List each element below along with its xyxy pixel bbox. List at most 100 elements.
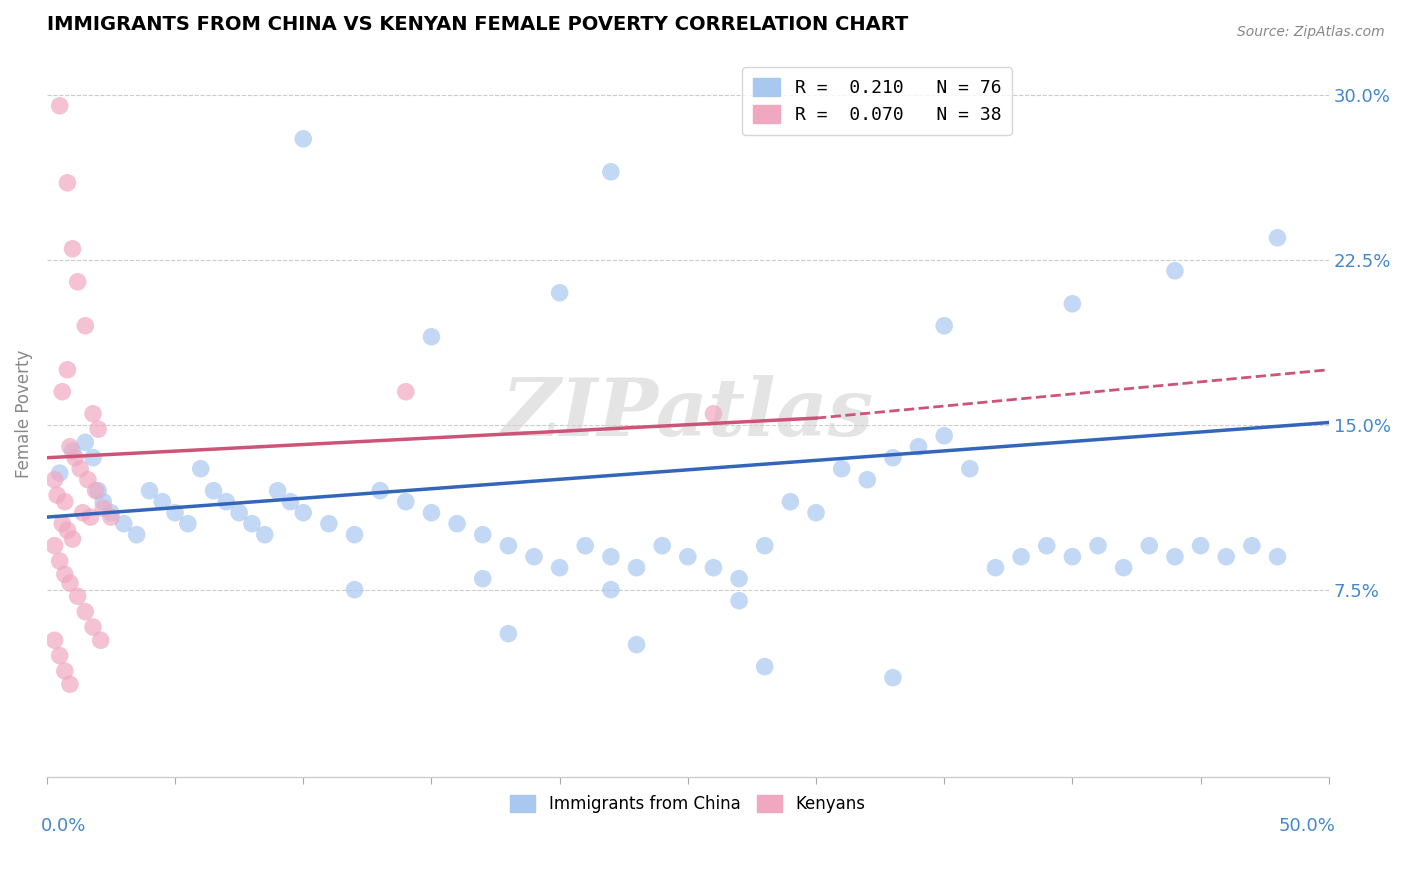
Point — [676, 549, 699, 564]
Point — [66, 275, 89, 289]
Point — [62, 444, 84, 458]
Point — [471, 572, 494, 586]
Point — [600, 582, 623, 597]
Point — [44, 633, 66, 648]
Point — [754, 659, 776, 673]
Point — [56, 363, 79, 377]
Point — [72, 506, 94, 520]
Point — [1112, 560, 1135, 574]
Point — [48, 466, 70, 480]
Point — [395, 494, 418, 508]
Point — [728, 593, 751, 607]
Point — [87, 483, 110, 498]
Point — [253, 527, 276, 541]
Point — [1062, 297, 1084, 311]
Point — [100, 506, 122, 520]
Point — [600, 165, 623, 179]
Point — [779, 494, 801, 508]
Point — [90, 633, 112, 648]
Point — [53, 494, 76, 508]
Point — [82, 407, 104, 421]
Point — [1062, 549, 1084, 564]
Point — [48, 648, 70, 663]
Point — [446, 516, 468, 531]
Point — [51, 516, 73, 531]
Point — [420, 506, 443, 520]
Point — [228, 506, 250, 520]
Point — [1267, 549, 1289, 564]
Point — [125, 527, 148, 541]
Point — [498, 626, 520, 640]
Point — [1010, 549, 1032, 564]
Point — [44, 539, 66, 553]
Text: IMMIGRANTS FROM CHINA VS KENYAN FEMALE POVERTY CORRELATION CHART: IMMIGRANTS FROM CHINA VS KENYAN FEMALE P… — [46, 15, 908, 34]
Point — [53, 567, 76, 582]
Point — [318, 516, 340, 531]
Point — [548, 560, 571, 574]
Point — [1164, 549, 1187, 564]
Point — [907, 440, 929, 454]
Point — [1164, 264, 1187, 278]
Point — [471, 527, 494, 541]
Point — [82, 620, 104, 634]
Point — [292, 132, 315, 146]
Point — [165, 506, 187, 520]
Point — [62, 242, 84, 256]
Point — [53, 664, 76, 678]
Point — [1189, 539, 1212, 553]
Point — [112, 516, 135, 531]
Point — [215, 494, 238, 508]
Point — [882, 671, 904, 685]
Point — [702, 560, 724, 574]
Point — [856, 473, 879, 487]
Point — [48, 99, 70, 113]
Point — [87, 422, 110, 436]
Point — [266, 483, 288, 498]
Point — [728, 572, 751, 586]
Point — [75, 605, 97, 619]
Point — [48, 554, 70, 568]
Text: Source: ZipAtlas.com: Source: ZipAtlas.com — [1237, 25, 1385, 39]
Point — [523, 549, 546, 564]
Point — [46, 488, 69, 502]
Point — [63, 450, 86, 465]
Point — [91, 494, 114, 508]
Point — [548, 285, 571, 300]
Point — [1087, 539, 1109, 553]
Point — [343, 582, 366, 597]
Point — [91, 501, 114, 516]
Point — [138, 483, 160, 498]
Y-axis label: Female Poverty: Female Poverty — [15, 350, 32, 478]
Point — [934, 318, 956, 333]
Point — [804, 506, 827, 520]
Point — [190, 461, 212, 475]
Point — [177, 516, 200, 531]
Point — [600, 549, 623, 564]
Point — [77, 473, 100, 487]
Point — [59, 677, 82, 691]
Point — [79, 510, 101, 524]
Legend: Immigrants from China, Kenyans: Immigrants from China, Kenyans — [501, 785, 876, 822]
Point — [1215, 549, 1237, 564]
Point — [82, 450, 104, 465]
Point — [831, 461, 853, 475]
Point — [44, 473, 66, 487]
Point — [395, 384, 418, 399]
Point — [100, 510, 122, 524]
Text: ZIPatlas: ZIPatlas — [502, 375, 875, 452]
Point — [1035, 539, 1057, 553]
Point — [84, 483, 107, 498]
Point — [75, 435, 97, 450]
Point — [882, 450, 904, 465]
Point — [754, 539, 776, 553]
Point — [959, 461, 981, 475]
Point — [66, 589, 89, 603]
Point — [69, 461, 91, 475]
Point — [1267, 231, 1289, 245]
Point — [62, 532, 84, 546]
Point — [343, 527, 366, 541]
Text: 50.0%: 50.0% — [1278, 816, 1336, 835]
Point — [984, 560, 1007, 574]
Point — [56, 176, 79, 190]
Point — [368, 483, 391, 498]
